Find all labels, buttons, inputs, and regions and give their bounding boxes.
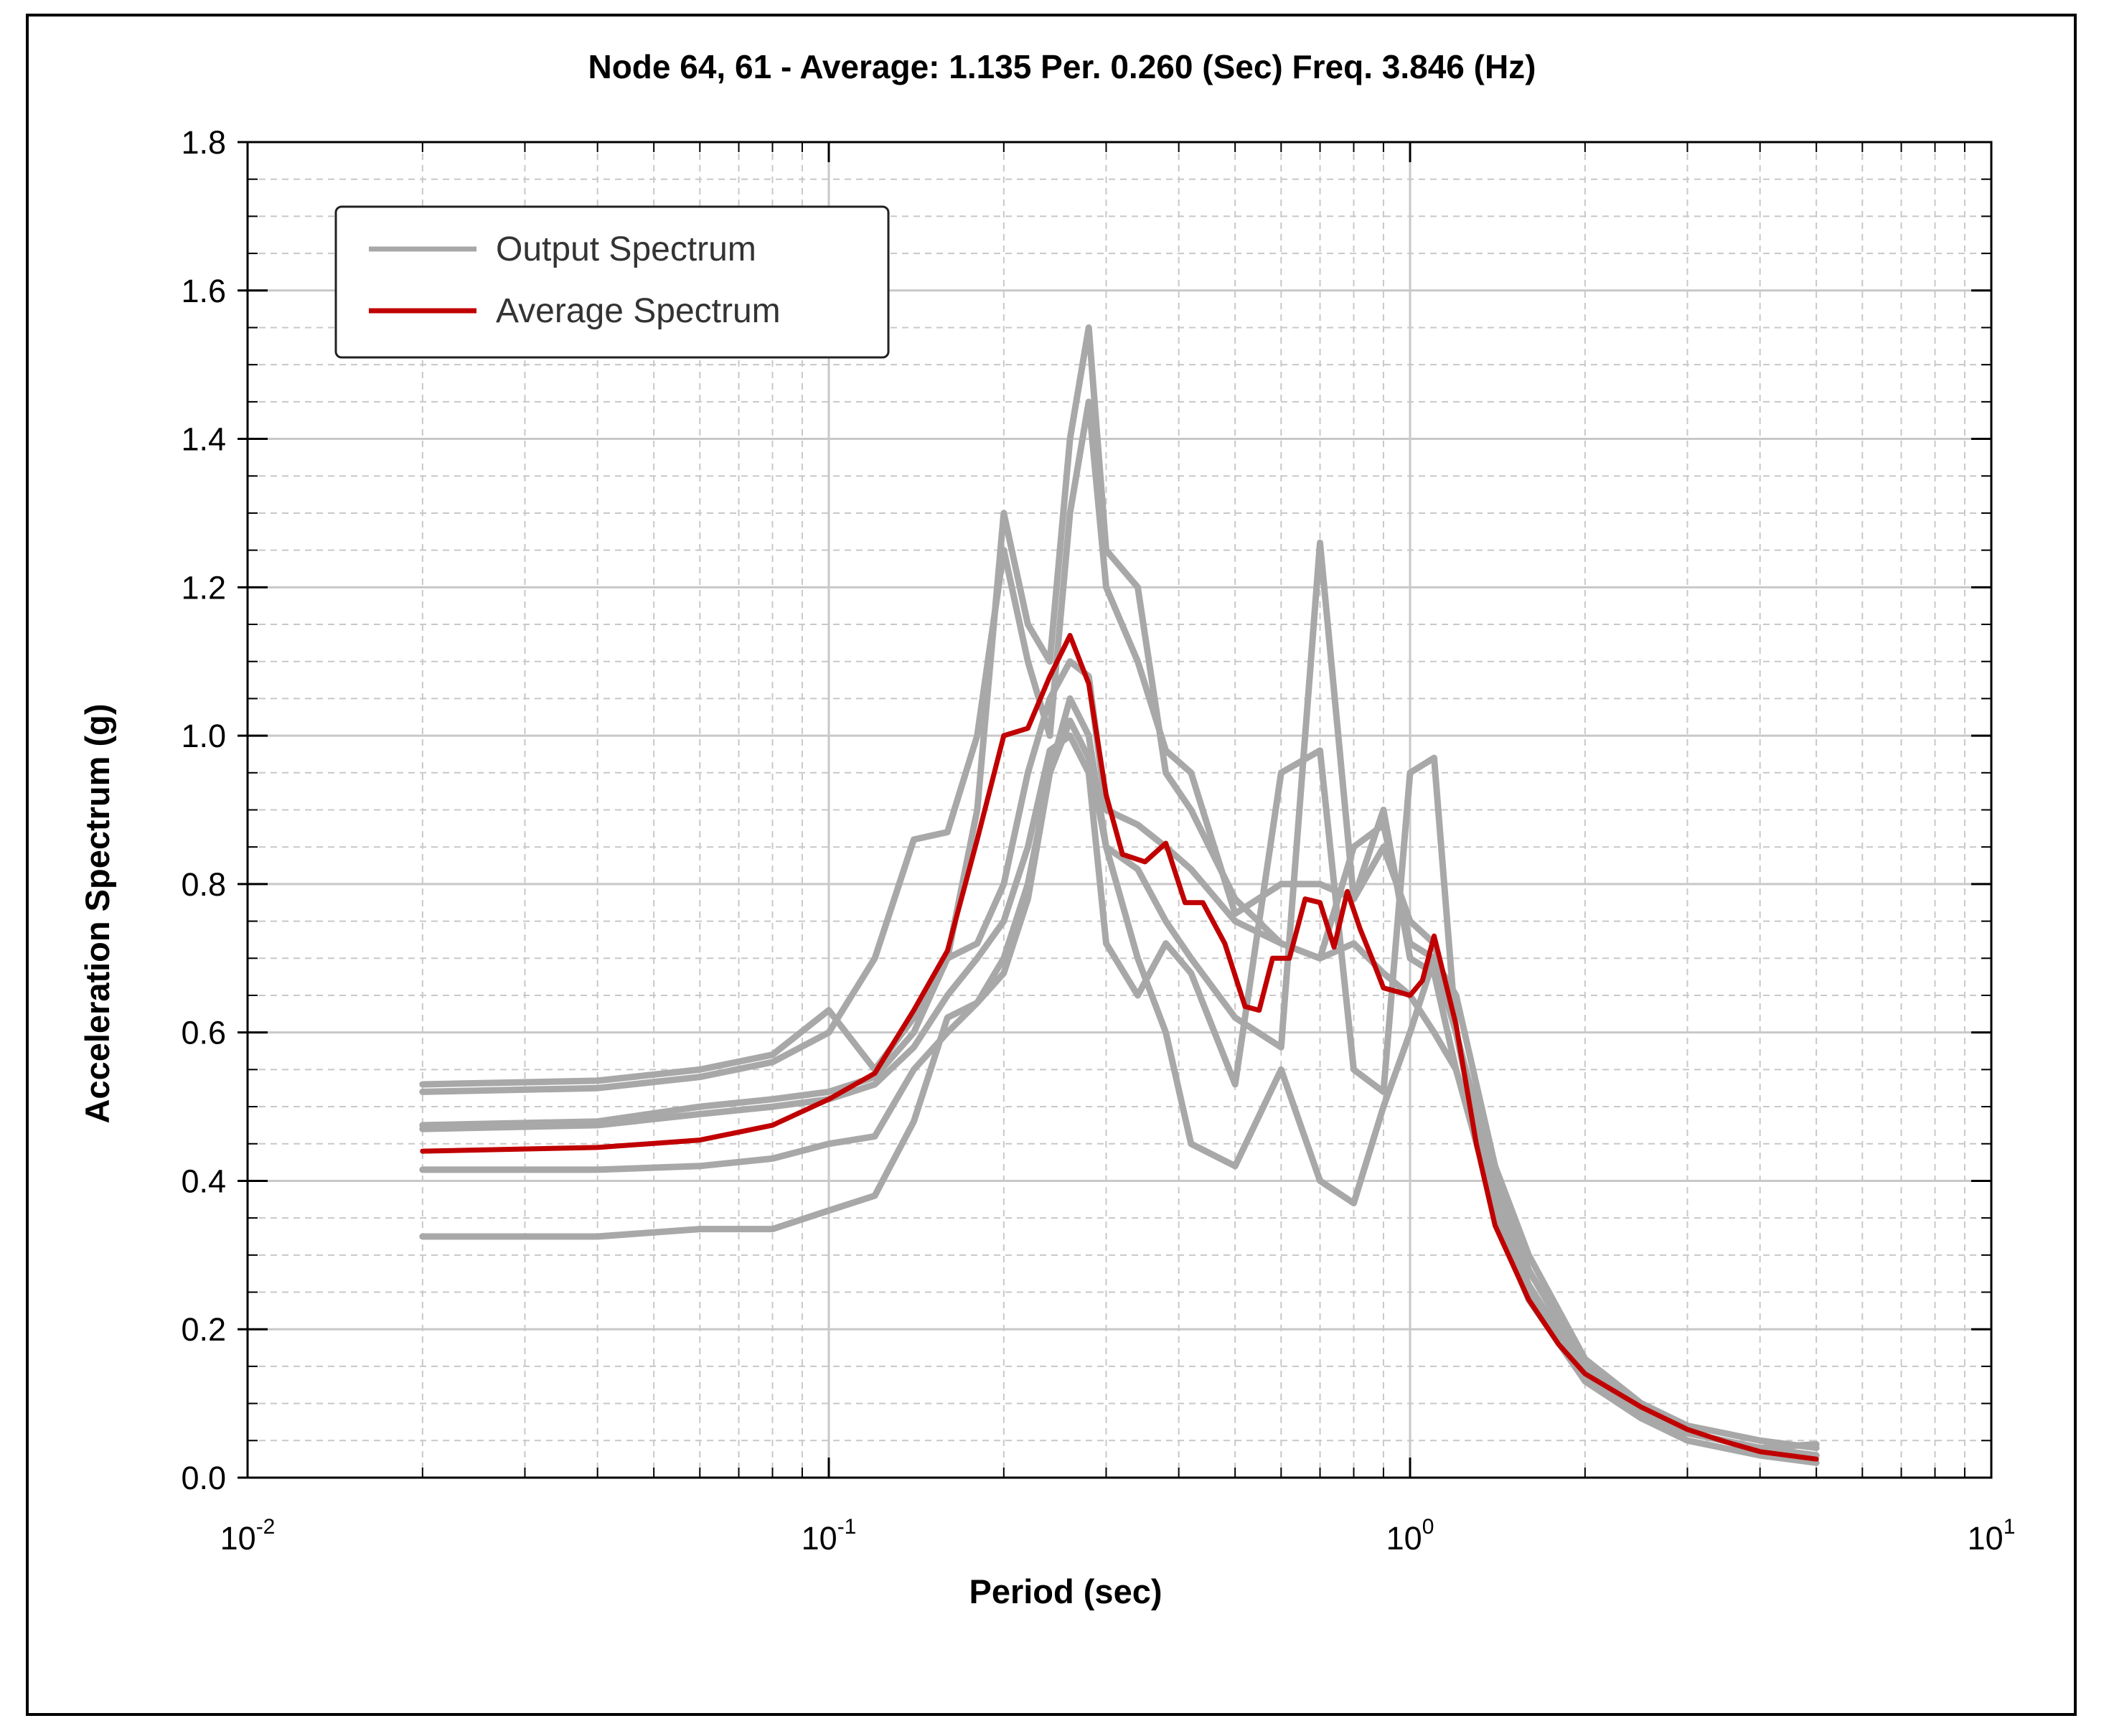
x-tick-label: 101 [1968, 1515, 2016, 1557]
y-tick-label: 1.2 [181, 569, 226, 606]
x-axis-title: Period (sec) [969, 1572, 1162, 1610]
y-axis-title: Acceleration Spectrum (g) [78, 703, 116, 1123]
x-tick-label: 10-1 [802, 1515, 857, 1557]
y-tick-label: 0.2 [181, 1311, 226, 1348]
x-tick-labels: 10-2 10-1 100 101 [220, 1515, 2016, 1557]
y-tick-labels: 0.0 0.2 0.4 0.6 0.8 1.0 1.2 1.4 1.6 1.8 [181, 124, 226, 1496]
legend: Output Spectrum Average Spectrum [334, 205, 890, 359]
average-spectrum-line [420, 633, 1819, 1462]
y-tick-label: 0.8 [181, 866, 226, 903]
legend-box [334, 205, 890, 359]
legend-label-average: Average Spectrum [496, 292, 781, 330]
y-tick-label: 1.6 [181, 273, 226, 309]
chart-svg: Node 64, 61 - Average: 1.135 Per. 0.260 … [29, 17, 2074, 1713]
x-tick-label: 100 [1386, 1515, 1434, 1557]
x-tick-label: 10-2 [220, 1515, 276, 1557]
y-tick-label: 1.4 [181, 421, 226, 458]
chart-title: Node 64, 61 - Average: 1.135 Per. 0.260 … [588, 48, 1536, 85]
average-series-group [420, 633, 1819, 1462]
chart-frame: Node 64, 61 - Average: 1.135 Per. 0.260 … [26, 14, 2077, 1716]
y-tick-label: 1.0 [181, 718, 226, 754]
y-tick-label: 0.0 [181, 1460, 226, 1496]
y-tick-label: 0.4 [181, 1163, 226, 1199]
output-spectrum-line-5 [419, 539, 1820, 1459]
output-spectrum-line-4 [419, 695, 1820, 1452]
y-tick-label: 0.6 [181, 1015, 226, 1051]
y-tick-label: 1.8 [181, 124, 226, 161]
axis-ticks [238, 141, 1993, 1479]
legend-label-output: Output Spectrum [496, 230, 756, 268]
